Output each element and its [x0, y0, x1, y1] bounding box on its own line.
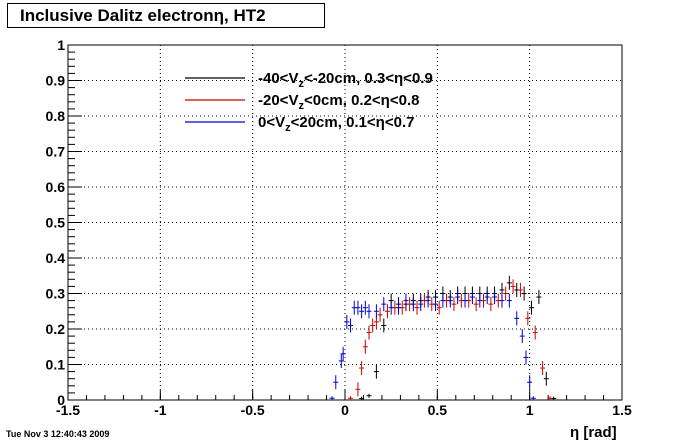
y-tick-label: 0.1: [46, 357, 66, 373]
data-point: [462, 293, 468, 308]
x-tick-label: -1: [154, 402, 167, 418]
data-point: [373, 364, 379, 379]
data-point: [540, 361, 546, 376]
data-point: [529, 300, 535, 315]
data-point: [492, 290, 498, 305]
grid-lines: [68, 45, 622, 400]
data-point: [362, 300, 368, 315]
y-tick-label: 0.2: [46, 321, 66, 337]
data-point: [333, 375, 339, 390]
data-point: [366, 325, 372, 340]
data-point: [473, 297, 479, 312]
data-point: [370, 318, 376, 333]
y-tick-label: 0: [57, 392, 65, 408]
timestamp: Tue Nov 3 12:40:43 2009: [6, 429, 110, 439]
y-tick-label: 0.9: [46, 73, 66, 89]
legend-label-1: -40<Vz<-20cm, 0.3<η<0.9: [258, 70, 433, 90]
data-point: [381, 297, 387, 312]
data-point: [338, 353, 344, 368]
legend-label-3: 0<Vz<20cm, 0.1<η<0.7: [258, 114, 414, 134]
data-point: [373, 304, 379, 319]
data-point: [418, 297, 424, 312]
data-point: [447, 293, 453, 308]
data-point: [517, 282, 523, 297]
axis-ticks: -1.5 -1 -0.5 0 0.5 1 1.5 0 0.1 0.2 0.3 0.4 0.5 0.6 0.7…: [46, 37, 632, 418]
data-point: [477, 293, 483, 308]
data-point: [506, 293, 512, 308]
x-tick-label: 1: [526, 402, 534, 418]
data-point: [388, 300, 394, 315]
data-point: [329, 396, 335, 400]
x-tick-label: -0.5: [241, 402, 265, 418]
data-point: [359, 396, 365, 400]
data-point: [362, 339, 368, 354]
data-point: [377, 307, 383, 322]
data-point: [348, 318, 354, 333]
data-point: [469, 290, 475, 305]
data-point: [432, 297, 438, 312]
data-point: [532, 325, 538, 340]
data-point: [455, 290, 461, 305]
data-point: [527, 375, 533, 390]
data-point: [440, 293, 446, 308]
data-point: [510, 279, 516, 294]
data-point: [451, 297, 457, 312]
y-tick-label: 1: [57, 37, 65, 53]
data-point: [410, 297, 416, 312]
data-point: [355, 382, 361, 397]
data-point: [436, 300, 442, 315]
data-point: [359, 304, 365, 319]
data-point: [514, 311, 520, 326]
data-point: [396, 300, 402, 315]
data-point: [359, 361, 365, 376]
data-point: [348, 396, 354, 400]
data-point: [484, 290, 490, 305]
data-point: [340, 346, 346, 361]
data-point: [403, 293, 409, 308]
x-tick-label: 0.5: [428, 402, 448, 418]
data-point: [519, 329, 525, 344]
y-tick-label: 0.6: [46, 179, 66, 195]
data-point: [384, 304, 390, 319]
data-point: [525, 311, 531, 326]
x-tick-label: 0: [341, 402, 349, 418]
data-point: [499, 293, 505, 308]
y-tick-label: 0.3: [46, 286, 66, 302]
data-point: [355, 300, 361, 315]
x-axis-label: η [rad]: [570, 424, 617, 441]
data-point: [366, 304, 372, 319]
y-tick-label: 0.7: [46, 144, 66, 160]
data-point: [381, 318, 387, 333]
data-point: [506, 275, 512, 290]
y-tick-label: 0.5: [46, 215, 66, 231]
data-point: [344, 314, 350, 329]
data-point: [488, 297, 494, 312]
chart-title: Inclusive Dalitz electronη, HT2: [7, 3, 325, 28]
data-point: [536, 290, 542, 305]
data-point: [543, 371, 549, 386]
y-tick-label: 0.8: [46, 108, 66, 124]
data-series: [329, 275, 557, 400]
data-point: [523, 350, 529, 365]
data-point: [503, 286, 509, 301]
data-point: [414, 300, 420, 315]
data-point: [366, 393, 372, 398]
legend-label-2: -20<Vz<0cm, 0.2<η<0.8: [258, 92, 419, 112]
y-tick-label: 0.4: [46, 250, 66, 266]
data-point: [547, 396, 553, 400]
data-point: [425, 293, 431, 308]
series-3: [329, 290, 536, 400]
x-tick-label: 1.5: [612, 402, 632, 418]
x-tick-label: -1.5: [56, 402, 80, 418]
legend: -40<Vz<-20cm, 0.3<η<0.9-20<Vz<0cm, 0.2<η…: [185, 70, 433, 134]
data-point: [521, 286, 527, 301]
data-point: [530, 396, 536, 400]
series-2: [348, 279, 553, 400]
